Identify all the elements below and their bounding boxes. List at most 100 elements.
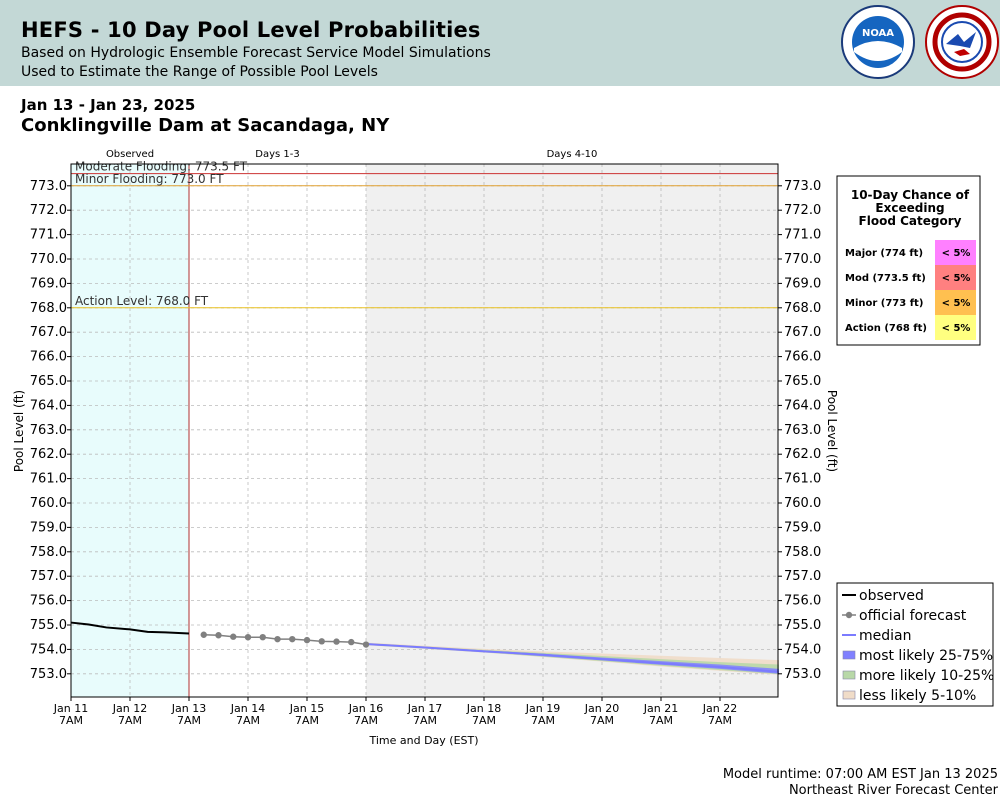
legend-swatch-band [842, 690, 856, 700]
y-tick-label-left: 754.0 [30, 642, 67, 657]
y-tick-label-left: 759.0 [30, 520, 67, 535]
forecast-point [289, 635, 296, 643]
legend-label: more likely 10-25% [859, 668, 994, 684]
y-tick-label-right: 761.0 [784, 472, 821, 487]
y-tick-label-right: 766.0 [784, 350, 821, 365]
y-tick-label-right: 773.0 [784, 179, 821, 194]
days-4-10-region [366, 164, 778, 697]
y-tick-label-left: 769.0 [30, 276, 67, 291]
threshold-label: Minor Flooding: 773.0 FT [75, 172, 224, 186]
x-tick-label-time: 7AM [413, 714, 437, 727]
nws-logo [925, 5, 999, 79]
legend-label: median [859, 628, 911, 644]
plot-frame [70, 163, 779, 698]
x-tick-label-day: Jan 20 [584, 702, 619, 715]
y-tick-label-left: 753.0 [30, 667, 67, 682]
y-tick-label-left: 766.0 [30, 350, 67, 365]
chance-row-value: < 5% [942, 248, 971, 259]
forecast-point [215, 632, 222, 639]
y-tick-label-left: 767.0 [30, 325, 67, 340]
y-tick-label-right: 762.0 [784, 447, 821, 462]
chance-row-value: < 5% [942, 323, 971, 334]
chance-row-value: < 5% [942, 298, 971, 309]
x-axis-title: Time and Day (EST) [368, 734, 478, 747]
y-tick-label-right: 765.0 [784, 374, 821, 389]
threshold-label: Action Level: 768.0 FT [75, 294, 209, 308]
x-tick-label-time: 7AM [531, 714, 555, 727]
chance-row-label: Minor (773 ft) [845, 298, 923, 309]
forecast-point [362, 641, 370, 648]
x-tick-label-day: Jan 14 [230, 702, 265, 715]
noaa-logo: NOAA [841, 5, 915, 79]
y-tick-label-right: 754.0 [784, 642, 821, 657]
page-title: HEFS - 10 Day Pool Level Probabilities [21, 18, 481, 42]
y-tick-label-left: 757.0 [30, 569, 67, 584]
chance-cell [935, 265, 976, 290]
legend-swatch-marker [845, 611, 853, 619]
chance-cell [935, 315, 976, 340]
page-subtitle-1: Based on Hydrologic Ensemble Forecast Se… [21, 45, 491, 61]
y-tick-label-right: 772.0 [784, 203, 821, 218]
x-tick-label-time: 7AM [472, 714, 496, 727]
x-tick-label-day: Jan 13 [171, 702, 206, 715]
forecast-point [348, 638, 355, 646]
forecast-point [333, 638, 340, 645]
chance-row-label: Major (774 ft) [845, 248, 923, 259]
chance-table-title: 10-Day Chance of [851, 188, 970, 202]
x-tick-label-time: 7AM [590, 714, 614, 727]
station-name: Conklingville Dam at Sacandaga, NY [21, 115, 390, 136]
y-tick-label-right: 759.0 [784, 520, 821, 535]
y-tick-label-left: 756.0 [30, 594, 67, 609]
x-tick-label-time: 7AM [236, 714, 260, 727]
y-tick-label-right: 771.0 [784, 228, 821, 243]
x-tick-label-day: Jan 18 [466, 702, 501, 715]
y-tick-label-right: 753.0 [784, 667, 821, 682]
y-tick-label-right: 764.0 [784, 398, 821, 413]
x-tick-label-time: 7AM [354, 714, 378, 727]
y-tick-label-left: 763.0 [30, 423, 67, 438]
page-subtitle-2: Used to Estimate the Range of Possible P… [21, 64, 378, 80]
y-tick-label-right: 758.0 [784, 545, 821, 560]
period-label-days-4-10: Days 4-10 [547, 149, 598, 160]
y-tick-label-right: 756.0 [784, 594, 821, 609]
forecast-point [303, 636, 311, 644]
x-tick-label-time: 7AM [118, 714, 142, 727]
x-tick-label-time: 7AM [177, 714, 201, 727]
period-label-days-1-3: Days 1-3 [255, 149, 299, 160]
forecast-point [274, 635, 281, 643]
y-tick-label-left: 773.0 [30, 179, 67, 194]
legend-label: most likely 25-75% [859, 648, 993, 664]
y-tick-label-left: 758.0 [30, 545, 67, 560]
y-tick-label-right: 770.0 [784, 252, 821, 267]
y-tick-label-right: 763.0 [784, 423, 821, 438]
observed-line [70, 621, 190, 635]
header-banner: HEFS - 10 Day Pool Level Probabilities B… [0, 0, 1000, 86]
y-tick-label-left: 765.0 [30, 374, 67, 389]
y-tick-label-right: 755.0 [784, 618, 821, 633]
model-runtime: Model runtime: 07:00 AM EST Jan 13 2025 [722, 767, 998, 782]
chance-table-title: Exceeding [875, 201, 944, 215]
date-range: Jan 13 - Jan 23, 2025 [21, 96, 196, 114]
median-line [365, 643, 780, 673]
x-tick-label-day: Jan 16 [348, 702, 383, 715]
legend-swatch-band [842, 670, 856, 680]
chance-cell [935, 290, 976, 315]
x-tick-label-day: Jan 11 [53, 702, 88, 715]
chance-row-value: < 5% [942, 273, 971, 284]
y-tick-label-right: 767.0 [784, 325, 821, 340]
y-tick-label-right: 768.0 [784, 301, 821, 316]
y-tick-label-left: 770.0 [30, 252, 67, 267]
y-tick-label-left: 760.0 [30, 496, 67, 511]
forecast-point [230, 633, 237, 640]
y-axis-title-left: Pool Level (ft) [12, 390, 26, 472]
legend-label: observed [859, 588, 924, 604]
x-tick-label-day: Jan 22 [702, 702, 737, 715]
chance-cell [935, 240, 976, 265]
y-tick-label-left: 762.0 [30, 447, 67, 462]
noaa-logo-text: NOAA [862, 28, 894, 39]
x-tick-label-time: 7AM [59, 714, 83, 727]
y-tick-label-left: 761.0 [30, 472, 67, 487]
x-tick-label-day: Jan 21 [643, 702, 678, 715]
x-tick-label-day: Jan 15 [289, 702, 324, 715]
